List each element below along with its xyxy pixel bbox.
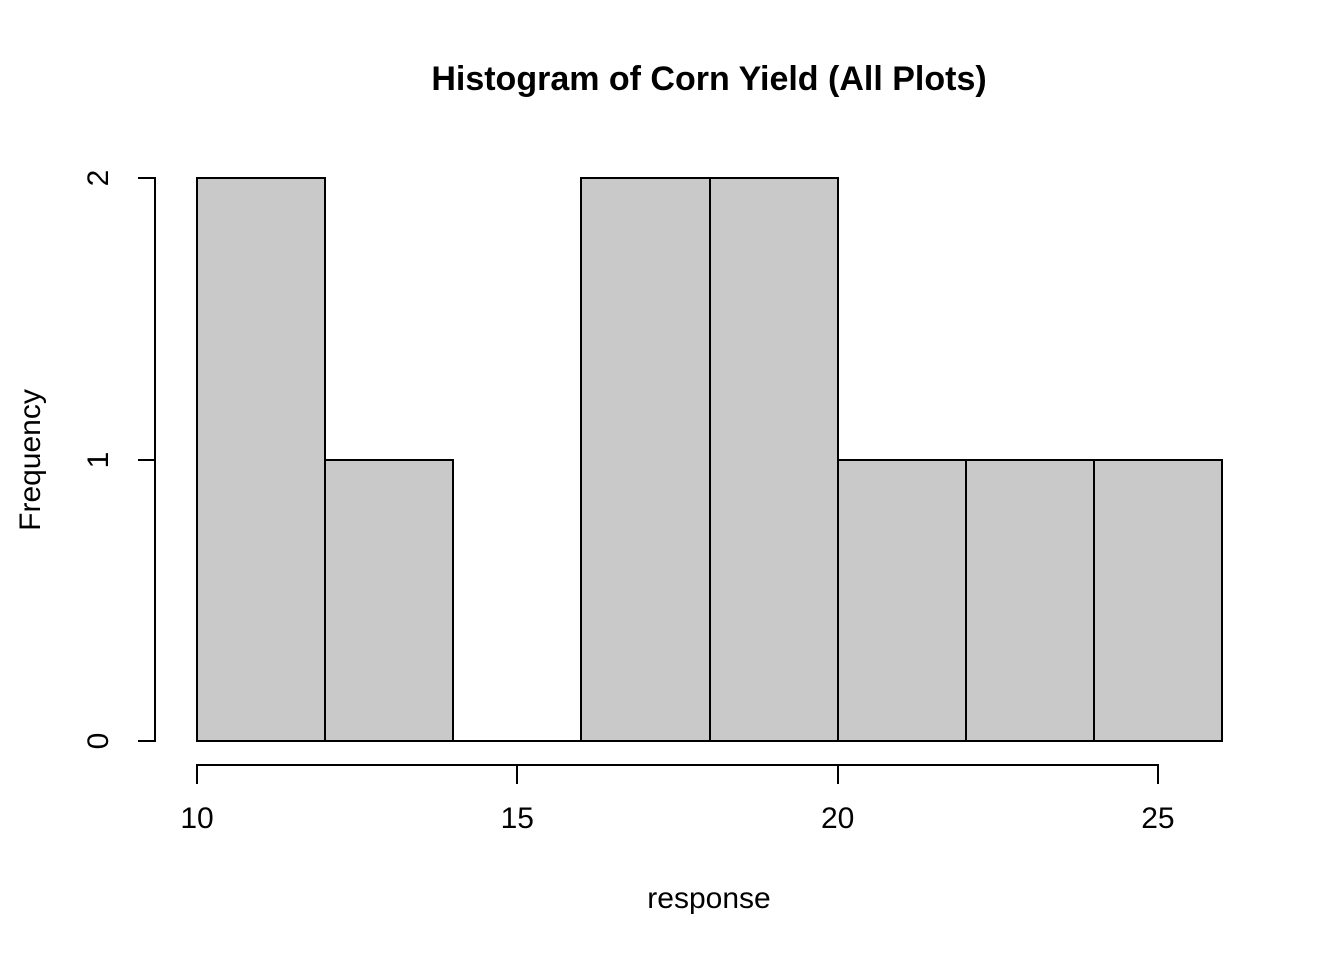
histogram-bar xyxy=(580,177,711,742)
y-tick-label: 2 xyxy=(82,169,115,187)
chart-title: Histogram of Corn Yield (All Plots) xyxy=(431,60,987,98)
x-axis-label: response xyxy=(647,882,771,915)
x-axis-tick xyxy=(836,764,839,784)
x-tick-label: 20 xyxy=(820,802,855,835)
histogram-bar xyxy=(1092,458,1223,742)
y-tick-label: 0 xyxy=(82,732,115,750)
y-axis-tick xyxy=(138,458,155,461)
y-axis-line xyxy=(154,177,156,742)
y-axis-tick xyxy=(138,740,155,742)
x-axis-tick xyxy=(516,764,519,784)
y-axis-label: Frequency xyxy=(14,389,47,531)
histogram-bar xyxy=(196,177,327,742)
histogram-bar xyxy=(836,458,967,742)
histogram-zero-bin xyxy=(452,740,583,742)
y-tick-label: 1 xyxy=(82,451,115,468)
histogram-bar xyxy=(324,458,455,742)
histogram-bar xyxy=(964,458,1095,742)
x-axis-tick xyxy=(1156,764,1159,784)
x-axis-line xyxy=(196,764,1159,766)
x-tick-label: 25 xyxy=(1141,802,1175,835)
x-axis-tick xyxy=(196,764,198,784)
histogram-bar xyxy=(708,177,839,742)
y-axis-tick xyxy=(138,177,155,179)
x-tick-label: 10 xyxy=(180,802,214,835)
x-tick-label: 15 xyxy=(500,802,534,835)
